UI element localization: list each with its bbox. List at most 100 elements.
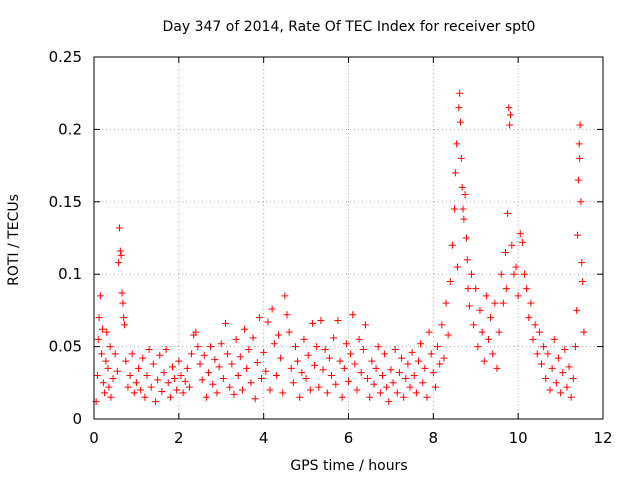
data-point: [355, 335, 363, 343]
data-point: [275, 331, 283, 339]
data-point: [345, 377, 352, 385]
data-point: [497, 270, 505, 278]
data-point: [104, 364, 112, 372]
x-tick-label: 12: [593, 429, 612, 447]
data-point: [122, 357, 130, 365]
data-point: [501, 248, 509, 256]
data-point: [544, 350, 552, 358]
data-point: [387, 366, 395, 374]
data-point: [228, 360, 236, 368]
data-point: [181, 377, 189, 385]
data-point: [156, 351, 164, 359]
data-point: [349, 311, 357, 319]
y-axis-label: ROTI / TECUs: [6, 194, 22, 286]
data-point: [359, 345, 367, 353]
data-point: [302, 374, 310, 382]
data-point: [202, 393, 210, 401]
data-point: [442, 299, 450, 307]
data-point: [255, 314, 263, 322]
data-point: [506, 121, 514, 129]
data-point: [315, 383, 323, 391]
data-point: [462, 234, 470, 242]
data-point: [135, 364, 143, 372]
data-point: [205, 369, 213, 377]
data-point: [563, 383, 571, 391]
x-tick-label: 6: [344, 429, 354, 447]
data-point: [243, 364, 251, 372]
data-point: [457, 154, 465, 162]
data-point: [351, 360, 359, 368]
data-point: [575, 140, 583, 148]
data-point: [559, 369, 567, 377]
data-point: [476, 306, 484, 314]
data-point: [395, 369, 403, 377]
data-point: [431, 383, 439, 391]
data-point: [512, 263, 520, 271]
data-point: [296, 393, 304, 401]
data-point: [177, 372, 185, 380]
data-point: [438, 321, 446, 329]
data-point: [489, 350, 497, 358]
data-points: [92, 89, 588, 406]
data-point: [99, 379, 107, 387]
data-point: [160, 369, 168, 377]
data-point: [168, 363, 176, 371]
data-point: [370, 380, 378, 388]
data-point: [446, 277, 454, 285]
data-point: [188, 350, 196, 358]
data-point: [460, 215, 468, 223]
data-point: [521, 270, 529, 278]
data-point: [241, 325, 249, 333]
data-point: [175, 357, 183, 365]
data-point: [152, 398, 160, 406]
chart-title: Day 347 of 2014, Rate Of TEC Index for r…: [163, 19, 536, 35]
data-point: [507, 111, 515, 119]
data-point: [464, 285, 472, 293]
data-point: [321, 345, 329, 353]
data-point: [94, 335, 102, 343]
data-point: [557, 389, 565, 397]
data-point: [385, 398, 393, 406]
data-point: [171, 374, 179, 382]
data-point: [565, 363, 573, 371]
data-point: [154, 376, 162, 384]
data-point: [277, 354, 285, 362]
data-point: [516, 230, 524, 238]
y-tick-label: 0.15: [49, 193, 82, 211]
data-point: [548, 364, 556, 372]
data-point: [453, 140, 461, 148]
data-point: [260, 348, 268, 356]
data-point: [378, 372, 386, 380]
data-point: [319, 366, 327, 374]
data-point: [537, 360, 545, 368]
data-point: [414, 357, 422, 365]
x-tick-label: 4: [259, 429, 269, 447]
data-point: [468, 270, 476, 278]
data-point: [465, 302, 473, 310]
data-point: [448, 241, 456, 249]
data-point: [230, 390, 238, 398]
data-point: [102, 357, 110, 365]
data-point: [552, 379, 560, 387]
data-point: [347, 350, 355, 358]
x-tick-label: 8: [429, 429, 439, 447]
data-point: [304, 351, 312, 359]
data-point: [207, 343, 215, 351]
data-point: [238, 386, 246, 394]
data-point: [281, 292, 289, 300]
data-point: [311, 361, 319, 369]
data-point: [113, 367, 121, 375]
data-point: [417, 340, 425, 348]
data-point: [482, 292, 490, 300]
data-point: [579, 277, 587, 285]
data-point: [540, 343, 548, 351]
data-point: [554, 354, 562, 362]
data-point: [173, 386, 181, 394]
data-point: [574, 231, 582, 239]
data-point: [106, 343, 114, 351]
data-point: [561, 345, 569, 353]
data-point: [408, 348, 416, 356]
data-point: [147, 383, 155, 391]
data-point: [109, 374, 117, 382]
